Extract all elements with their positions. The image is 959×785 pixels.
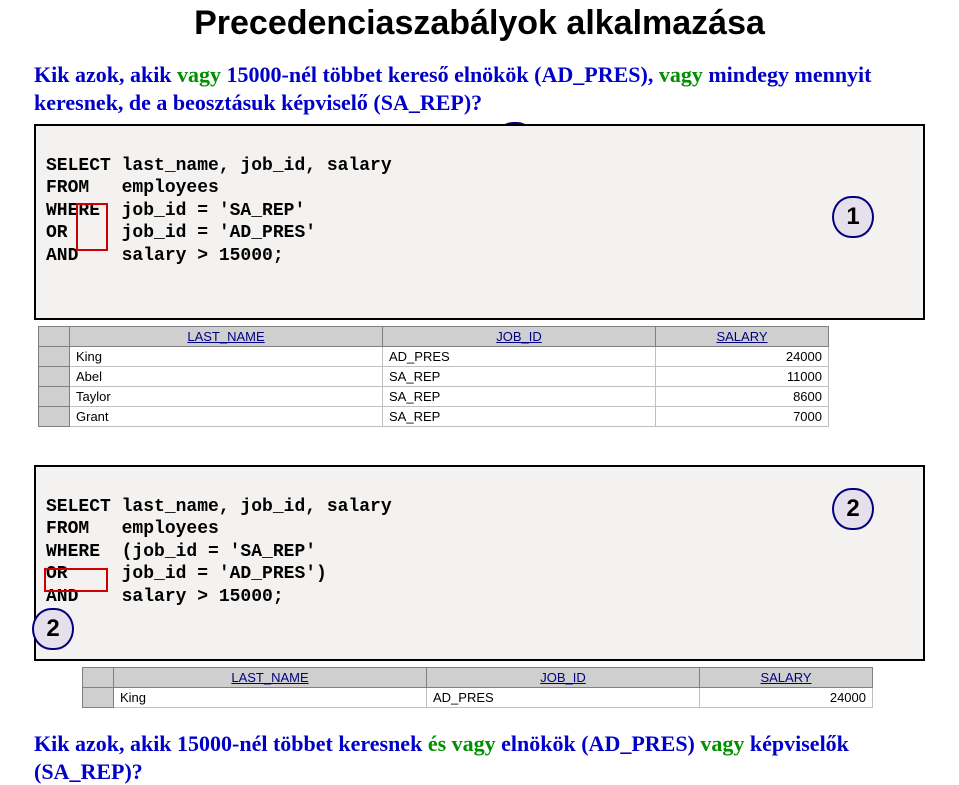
cell: Grant bbox=[70, 407, 383, 427]
cell: 11000 bbox=[656, 367, 829, 387]
row-selector bbox=[39, 347, 70, 367]
col-last-name: LAST_NAME bbox=[70, 327, 383, 347]
table-row: GrantSA_REP7000 bbox=[39, 407, 829, 427]
q2-cond1: elnökök (AD_PRES) bbox=[501, 731, 700, 756]
row-selector bbox=[39, 367, 70, 387]
code2-l1: SELECT last_name, job_id, salary bbox=[46, 497, 392, 517]
cell: AD_PRES bbox=[383, 347, 656, 367]
table-header-row: LAST_NAME JOB_ID SALARY bbox=[39, 327, 829, 347]
cell: King bbox=[70, 347, 383, 367]
red-highlight-2 bbox=[44, 568, 108, 592]
sql-code-1: SELECT last_name, job_id, salary FROM em… bbox=[34, 124, 925, 320]
table-1: LAST_NAME JOB_ID SALARY KingAD_PRES24000… bbox=[38, 326, 829, 427]
code2-l3: WHERE (job_id = 'SA_REP' bbox=[46, 542, 316, 562]
result-table-1: LAST_NAME JOB_ID SALARY KingAD_PRES24000… bbox=[38, 326, 921, 427]
slide: Precedenciaszabályok alkalmazása Kik azo… bbox=[0, 4, 959, 730]
result-table-2: LAST_NAME JOB_ID SALARY KingAD_PRES24000 bbox=[82, 667, 921, 708]
col-salary: SALARY bbox=[700, 668, 873, 688]
q2-or2: vagy bbox=[700, 731, 750, 756]
code2-l2: FROM employees bbox=[46, 519, 219, 539]
table-row: KingAD_PRES24000 bbox=[83, 688, 873, 708]
cell: SA_REP bbox=[383, 387, 656, 407]
table-row: TaylorSA_REP8600 bbox=[39, 387, 829, 407]
table-row: KingAD_PRES24000 bbox=[39, 347, 829, 367]
col-last-name: LAST_NAME bbox=[114, 668, 427, 688]
cell: 7000 bbox=[656, 407, 829, 427]
q1-prefix: Kik azok, akik bbox=[34, 62, 177, 87]
col-job-id: JOB_ID bbox=[427, 668, 700, 688]
code1-l1: SELECT last_name, job_id, salary bbox=[46, 156, 392, 176]
col-salary: SALARY bbox=[656, 327, 829, 347]
red-highlight-1 bbox=[76, 203, 108, 251]
table-2: LAST_NAME JOB_ID SALARY KingAD_PRES24000 bbox=[82, 667, 873, 708]
page-title: Precedenciaszabályok alkalmazása bbox=[0, 4, 959, 43]
cell: 24000 bbox=[700, 688, 873, 708]
cell: King bbox=[114, 688, 427, 708]
badge-2-right: 2 bbox=[832, 488, 874, 530]
q2-prefix: Kik azok, akik 15000-nél többet keresnek bbox=[34, 731, 428, 756]
q2-and: és bbox=[428, 731, 452, 756]
q1-or2: vagy bbox=[659, 62, 709, 87]
row-selector-header bbox=[39, 327, 70, 347]
row-selector-header bbox=[83, 668, 114, 688]
cell: 24000 bbox=[656, 347, 829, 367]
cell: AD_PRES bbox=[427, 688, 700, 708]
q1-cond1: 15000-nél többet kereső elnökök (AD_PRES… bbox=[227, 62, 659, 87]
cell: Abel bbox=[70, 367, 383, 387]
row-selector bbox=[39, 407, 70, 427]
row-selector bbox=[39, 387, 70, 407]
code1-l2: FROM employees bbox=[46, 178, 219, 198]
question-1: Kik azok, akik vagy 15000-nél többet ker… bbox=[34, 61, 925, 116]
row-selector bbox=[83, 688, 114, 708]
q2-or: vagy bbox=[452, 731, 502, 756]
badge-2-left: 2 bbox=[32, 608, 74, 650]
cell: SA_REP bbox=[383, 367, 656, 387]
cell: Taylor bbox=[70, 387, 383, 407]
cell: SA_REP bbox=[383, 407, 656, 427]
table-header-row: LAST_NAME JOB_ID SALARY bbox=[83, 668, 873, 688]
col-job-id: JOB_ID bbox=[383, 327, 656, 347]
table-row: AbelSA_REP11000 bbox=[39, 367, 829, 387]
sql-code-2: SELECT last_name, job_id, salary FROM em… bbox=[34, 465, 925, 661]
question-2: Kik azok, akik 15000-nél többet keresnek… bbox=[34, 730, 925, 785]
cell: 8600 bbox=[656, 387, 829, 407]
q1-or: vagy bbox=[177, 62, 227, 87]
badge-1-right: 1 bbox=[832, 196, 874, 238]
